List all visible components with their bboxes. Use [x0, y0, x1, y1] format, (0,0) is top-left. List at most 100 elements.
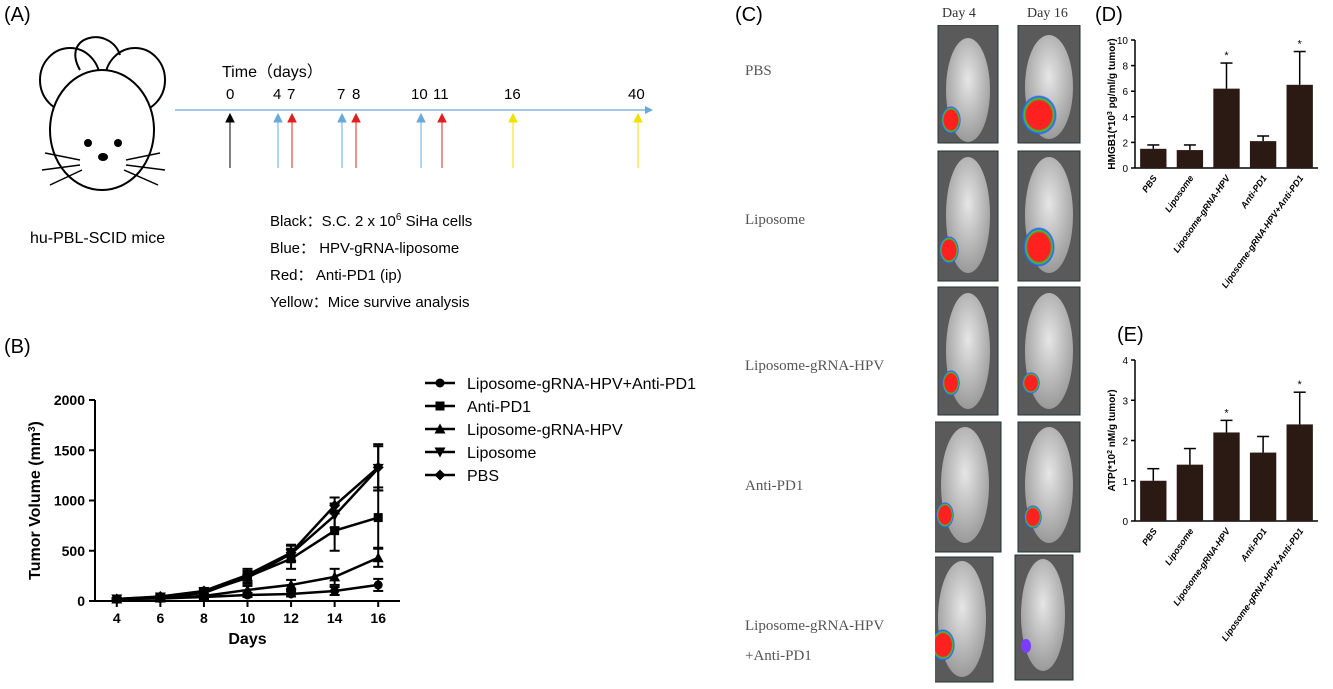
- timeline: [175, 106, 653, 168]
- time-label: Time（days）: [222, 64, 323, 81]
- panel-c-letter: (C): [735, 4, 763, 26]
- bar: [1176, 464, 1204, 521]
- bioluminescence-images: [935, 25, 1081, 683]
- legend-marker: [434, 469, 446, 481]
- group-label-pbs: PBS: [745, 63, 772, 79]
- arrow-yellow-40: [633, 112, 643, 168]
- category-label: Liposome: [1163, 526, 1196, 567]
- category-label: Anti-PD1: [1238, 173, 1269, 211]
- legend-label: Liposome-gRNA-HPV+Anti-PD1: [467, 376, 696, 393]
- tick-8: 8: [352, 86, 361, 103]
- group-label-combo-line2: +Anti-PD1: [745, 648, 812, 664]
- x-tick-label: 4: [113, 610, 121, 626]
- significance-star: *: [1298, 39, 1303, 51]
- day16-label: Day 16: [1027, 6, 1068, 21]
- data-point: [372, 461, 384, 473]
- group-label-anti-pd1: Anti-PD1: [745, 478, 804, 494]
- arrow-black: [225, 112, 235, 168]
- group-label-liposome-gRNA-HPV: Liposome-gRNA-HPV: [745, 358, 885, 374]
- image-combo-day4: [935, 556, 994, 683]
- tick-7b: 7: [337, 86, 346, 103]
- image-pbs-day16: [1017, 25, 1081, 144]
- y-title-sup: 3: [1107, 111, 1114, 115]
- tick-7a: 7: [287, 86, 296, 103]
- y-tick-label: 500: [62, 543, 86, 559]
- arrow-red-11: [437, 112, 447, 168]
- y-axis-title: Tumor Volume (mm3): [27, 421, 45, 580]
- y-tick-label: 6: [1122, 87, 1128, 98]
- legend-label: Liposome: [467, 445, 536, 462]
- data-point: [242, 584, 253, 595]
- image-combo-day16: [1014, 554, 1074, 681]
- bar: [1140, 480, 1167, 521]
- image-liposome-day4: [937, 150, 999, 282]
- day4-label: Day 4: [942, 6, 976, 21]
- y-tick-label: 1000: [54, 493, 85, 509]
- y-title-tail: nM/g tumor): [1107, 389, 1118, 450]
- x-tick-label: 6: [156, 610, 164, 626]
- bar: [1213, 88, 1240, 168]
- y-axis-title-tail: ): [27, 421, 44, 426]
- legend-marker: [435, 401, 445, 411]
- data-point: [154, 590, 166, 602]
- y-tick-label: 4: [1122, 113, 1128, 124]
- image-pbs-day4: [937, 25, 999, 144]
- mouse-icon: [39, 36, 166, 191]
- y-tick-label: 2: [1122, 138, 1128, 149]
- legend-marker: [435, 378, 445, 388]
- y-title-part: ATP(*10: [1107, 453, 1118, 491]
- y-title-part: HMGB1(*10: [1107, 115, 1118, 170]
- category-label: Liposome: [1163, 173, 1196, 214]
- category-label: PBS: [1140, 173, 1159, 194]
- data-point: [329, 500, 341, 512]
- y-tick-label: 0: [1122, 517, 1128, 528]
- data-point: [330, 526, 340, 536]
- x-tick-label: 16: [370, 610, 386, 626]
- panel-a-letter: (A): [4, 4, 31, 26]
- y-tick-label: 0: [77, 593, 85, 609]
- significance-star: *: [1224, 50, 1229, 62]
- category-label: Liposome-gRNA-HPV+Anti-PD1: [1220, 173, 1306, 290]
- legend-marker: [434, 447, 446, 458]
- y-tick-label: 2: [1122, 437, 1128, 448]
- bar: [1286, 424, 1313, 521]
- x-tick-label: 12: [283, 610, 299, 626]
- tick-4: 4: [273, 86, 282, 103]
- mouse-label: hu-PBL-SCID mice: [30, 230, 166, 247]
- significance-star: *: [1298, 379, 1303, 391]
- x-tick-label: 10: [240, 610, 256, 626]
- tick-16: 16: [504, 86, 521, 103]
- group-label-liposome: Liposome: [745, 212, 805, 228]
- y-axis-title: HMGB1(*103 pg/ml/g tumor): [1107, 38, 1119, 169]
- y-axis-title: ATP(*102 nM/g tumor): [1107, 389, 1119, 491]
- y-tick-label: 3: [1122, 396, 1128, 407]
- bar: [1176, 150, 1204, 168]
- tumor-volume-chart: 0 500 1000 1500 2000 4 6 8 10 12 14 16 Days Tumor Vol…: [27, 376, 697, 648]
- group-label-combo: Liposome-gRNA-HPV: [745, 618, 885, 634]
- significance-star: *: [1224, 407, 1229, 419]
- y-title-tail: pg/ml/g tumor): [1107, 38, 1118, 111]
- y-tick-label: 8: [1122, 62, 1128, 73]
- arrow-red-8: [351, 112, 361, 168]
- timeline-legend: Black：S.C. 2 x 106 SiHa cells Blue： HPV-…: [270, 204, 472, 316]
- bar: [1286, 84, 1313, 168]
- y-tick-label: 10: [1117, 36, 1129, 47]
- arrow-blue-7: [337, 112, 347, 168]
- tick-10: 10: [411, 86, 428, 103]
- legend-marker: [434, 423, 446, 434]
- legend-label: PBS: [467, 468, 499, 485]
- image-gRNA-day16: [1017, 286, 1081, 416]
- image-antipd1-day4: [935, 421, 1002, 553]
- data-point: [285, 547, 297, 559]
- data-point: [285, 579, 297, 590]
- legend-label: Anti-PD1: [467, 399, 531, 416]
- arrow-blue-4: [273, 112, 283, 168]
- data-point: [373, 513, 383, 523]
- arrow-red-7: [287, 112, 297, 168]
- y-tick-label: 1: [1122, 477, 1128, 488]
- category-label: Liposome-gRNA-HPV+Anti-PD1: [1220, 526, 1306, 643]
- tick-40: 40: [628, 86, 645, 103]
- x-tick-label: 8: [200, 610, 208, 626]
